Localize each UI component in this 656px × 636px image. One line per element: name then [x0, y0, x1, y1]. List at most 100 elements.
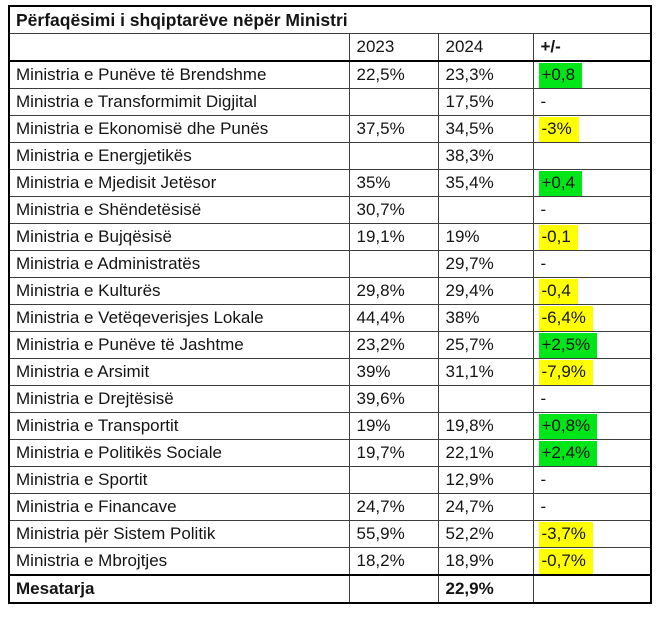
change-cell: - — [532, 466, 652, 494]
value-2023-cell: 39% — [348, 358, 439, 386]
value-2023-cell: 37,5% — [348, 115, 439, 143]
change-cell: -6,4% — [532, 304, 652, 332]
table-row: Ministria për Sistem Politik 55,9% 52,2% -3… — [8, 520, 652, 548]
ministry-name-cell: Mesatarja — [8, 574, 350, 604]
change-highlight: -3% — [538, 116, 579, 142]
value-2023-cell: 30,7% — [348, 196, 439, 224]
table-row: Ministria e Transportit 19% 19,8% +0,8% — [8, 412, 652, 440]
table-row: Ministria e Sportit 12,9% - — [8, 466, 652, 494]
value-2024-cell: 12,9% — [437, 466, 534, 494]
value-2023-cell: 35% — [348, 169, 439, 197]
value-2024-cell: 18,9% — [437, 547, 534, 576]
table-title: Përfaqësimi i shqiptarëve nëpër Ministri — [8, 5, 652, 34]
column-header-empty — [8, 33, 350, 62]
value-2023-cell — [348, 142, 439, 170]
value-2024-cell — [437, 196, 534, 224]
table-row: Ministria e Energjetikës 38,3% — [8, 142, 652, 170]
change-cell: - — [532, 250, 652, 278]
table-row: Ministria e Politikës Sociale 19,7% 22,1% +… — [8, 439, 652, 467]
value-2024-cell: 23,3% — [437, 60, 534, 89]
value-2024-cell: 34,5% — [437, 115, 534, 143]
change-cell: +2,4% — [532, 439, 652, 467]
ministry-name-cell: Ministria e Ekonomisë dhe Punës — [8, 115, 350, 143]
change-highlight: +2,4% — [538, 440, 598, 466]
value-2023-cell: 19% — [348, 412, 439, 440]
value-2023-cell: 19,1% — [348, 223, 439, 251]
table-row: Ministria e Arsimit 39% 31,1% -7,9% — [8, 358, 652, 386]
change-highlight: +0,4 — [538, 170, 583, 196]
change-highlight: -3,7% — [538, 521, 593, 547]
table-row: Ministria e Shëndetësisë 30,7% - — [8, 196, 652, 224]
total-row: Mesatarja 22,9% — [8, 574, 652, 604]
value-2024-cell: 52,2% — [437, 520, 534, 548]
ministry-name-cell: Ministria e Transportit — [8, 412, 350, 440]
ministry-name-cell: Ministria e Energjetikës — [8, 142, 350, 170]
ministry-name-cell: Ministria e Kulturës — [8, 277, 350, 305]
ministry-name-cell: Ministria e Politikës Sociale — [8, 439, 350, 467]
table-row: Ministria e Bujqësisë 19,1% 19% -0,1 — [8, 223, 652, 251]
value-2023-cell: 18,2% — [348, 547, 439, 576]
change-highlight: +0,8 — [538, 62, 583, 88]
ministry-name-cell: Ministria e Punëve të Jashtme — [8, 331, 350, 359]
value-2024-cell: 38,3% — [437, 142, 534, 170]
ministry-name-cell: Ministria e Financave — [8, 493, 350, 521]
ministry-name-cell: Ministria e Vetëqeverisjes Lokale — [8, 304, 350, 332]
ministry-name-cell: Ministria e Drejtësisë — [8, 385, 350, 413]
change-cell: - — [532, 385, 652, 413]
ministry-name-cell: Ministria e Mjedisit Jetësor — [8, 169, 350, 197]
ministry-name-cell: Ministria e Punëve të Brendshme — [8, 60, 350, 89]
table-row: Ministria e Punëve të Jashtme 23,2% 25,7% +… — [8, 331, 652, 359]
column-header-2024: 2024 — [437, 33, 534, 62]
change-highlight: -0,4 — [538, 278, 578, 304]
value-2023-cell: 29,8% — [348, 277, 439, 305]
change-highlight: +0,8% — [538, 413, 598, 439]
table-row: Ministria e Mjedisit Jetësor 35% 35,4% +0,4 — [8, 169, 652, 197]
change-cell: +0,4 — [532, 169, 652, 197]
table-row: Ministria e Transformimit Digjital 17,5% - — [8, 88, 652, 116]
ministry-name-cell: Ministria e Arsimit — [8, 358, 350, 386]
value-2024-cell: 24,7% — [437, 493, 534, 521]
ministries-representation-table: Përfaqësimi i shqiptarëve nëpër Ministri… — [8, 5, 653, 604]
ministry-name-cell: Ministria e Shëndetësisë — [8, 196, 350, 224]
change-cell: +0,8% — [532, 412, 652, 440]
value-2023-cell — [348, 466, 439, 494]
value-2023-cell: 44,4% — [348, 304, 439, 332]
value-2024-cell: 38% — [437, 304, 534, 332]
table-row: Ministria e Ekonomisë dhe Punës 37,5% 34,5… — [8, 115, 652, 143]
change-cell: +0,8 — [532, 60, 652, 89]
value-2024-cell: 19,8% — [437, 412, 534, 440]
ministry-name-cell: Ministria e Transformimit Digjital — [8, 88, 350, 116]
change-cell: -0,7% — [532, 547, 652, 576]
change-highlight: +2,5% — [538, 332, 598, 358]
change-cell — [532, 142, 652, 170]
change-highlight: -0,7% — [538, 548, 593, 574]
ministry-name-cell: Ministria e Mbrojtjes — [8, 547, 350, 576]
value-2024-cell: 29,4% — [437, 277, 534, 305]
change-cell: -3,7% — [532, 520, 652, 548]
table-row: Ministria e Drejtësisë 39,6% - — [8, 385, 652, 413]
change-cell: - — [532, 493, 652, 521]
change-cell: -7,9% — [532, 358, 652, 386]
change-highlight: -6,4% — [538, 305, 593, 331]
value-2023-cell: 22,5% — [348, 60, 439, 89]
value-2024-cell: 22,1% — [437, 439, 534, 467]
ministry-name-cell: Ministria e Administratës — [8, 250, 350, 278]
ministry-name-cell: Ministria e Sportit — [8, 466, 350, 494]
ministry-name-cell: Ministria e Bujqësisë — [8, 223, 350, 251]
value-2023-cell: 19,7% — [348, 439, 439, 467]
change-cell — [532, 574, 652, 604]
value-2024-cell: 31,1% — [437, 358, 534, 386]
value-2023-cell: 23,2% — [348, 331, 439, 359]
value-2024-cell: 25,7% — [437, 331, 534, 359]
change-cell: - — [532, 196, 652, 224]
table-row: Ministria e Vetëqeverisjes Lokale 44,4% 38… — [8, 304, 652, 332]
column-header-2023: 2023 — [348, 33, 439, 62]
value-2024-cell: 22,9% — [437, 574, 534, 604]
column-header-change: +/- — [532, 33, 652, 62]
value-2024-cell: 17,5% — [437, 88, 534, 116]
value-2023-cell: 55,9% — [348, 520, 439, 548]
table-header-row: 2023 2024 +/- — [8, 33, 652, 62]
table-row: Ministria e Administratës 29,7% - — [8, 250, 652, 278]
change-cell: - — [532, 88, 652, 116]
value-2023-cell: 39,6% — [348, 385, 439, 413]
